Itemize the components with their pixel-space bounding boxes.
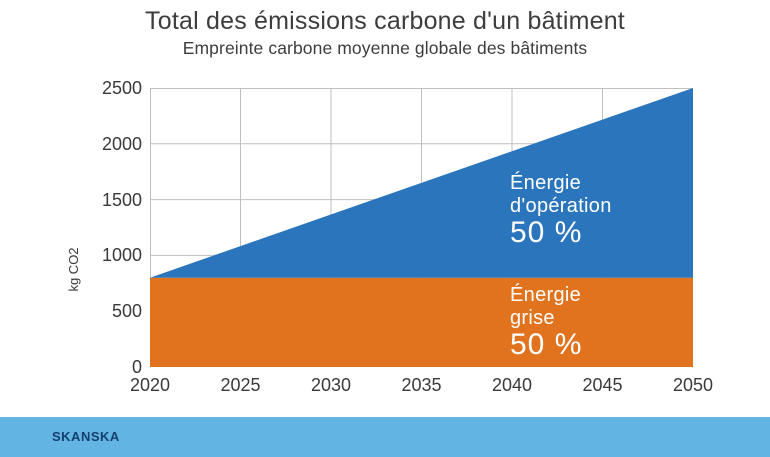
area--nergie-grise <box>150 277 693 367</box>
series-label-energie-grise: Énergie grise 50 % <box>510 284 583 361</box>
y-tick-label: 0 <box>131 357 142 377</box>
x-tick-label: 2045 <box>582 375 623 395</box>
chart-plot-area: kg CO2 0 500 1000 1500 2000 2500 2020 2025 2030… <box>66 78 713 395</box>
series-name-line: Énergie <box>510 172 582 194</box>
y-axis-label: kg CO2 <box>66 247 81 292</box>
x-tick-label: 2050 <box>672 375 714 395</box>
footer-bar: SKANSKA <box>0 417 770 457</box>
x-tick-label: 2020 <box>129 375 171 395</box>
series-label-energie-operation: Énergie d'opération 50 % <box>510 172 612 249</box>
chart-subtitle: Empreinte carbone moyenne globale des bâ… <box>182 37 588 58</box>
chart-title: Total des émissions carbone d'un bâtimen… <box>145 7 625 35</box>
y-tick-label: 2500 <box>101 78 142 98</box>
series-name-line: d'opération <box>510 195 612 217</box>
x-tick-label: 2025 <box>220 375 261 395</box>
x-tick-label: 2030 <box>310 375 352 395</box>
series-name-line: grise <box>510 307 555 329</box>
x-tick-label: 2035 <box>401 375 442 395</box>
y-tick-label: 500 <box>111 301 142 322</box>
y-tick-label: 1500 <box>101 189 142 210</box>
x-tick-label: 2040 <box>491 375 533 395</box>
chart-header: Total des émissions carbone d'un bâtimen… <box>0 7 770 59</box>
y-tick-label: 2000 <box>101 133 142 154</box>
series-share-value: 50 % <box>510 328 583 361</box>
stacked-area-chart <box>150 88 693 367</box>
skanska-logo: SKANSKA <box>52 429 120 444</box>
area--nergie-d-op-ration <box>150 88 693 278</box>
y-tick-label: 1000 <box>101 245 142 266</box>
series-name-line: Énergie <box>510 284 582 306</box>
series-share-value: 50 % <box>510 216 583 249</box>
